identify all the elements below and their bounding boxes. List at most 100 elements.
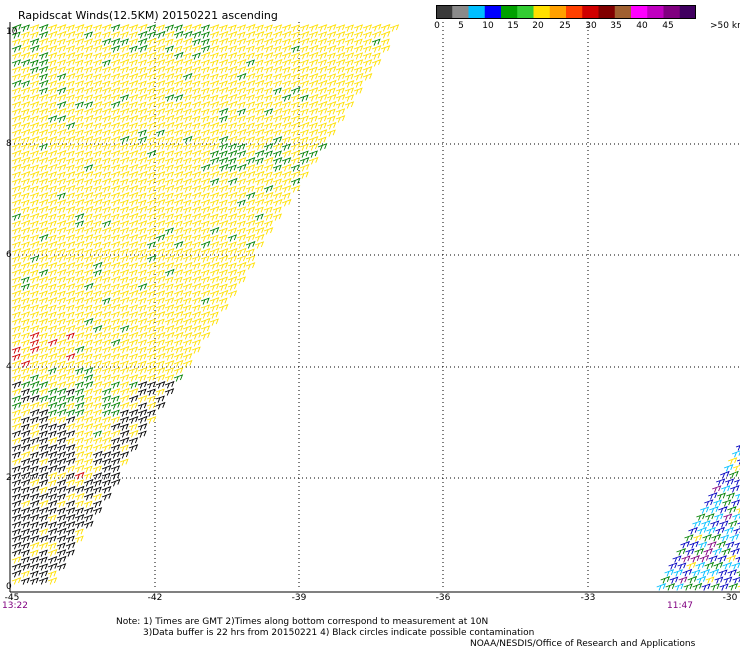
wind-barb	[47, 87, 58, 95]
wind-barb	[708, 555, 718, 563]
wind-barb	[128, 409, 139, 417]
wind-barb	[11, 66, 22, 74]
wind-barb	[56, 157, 67, 165]
wind-barb	[128, 241, 139, 249]
wind-barb	[191, 129, 201, 137]
wind-barb	[65, 472, 75, 480]
wind-barb	[182, 108, 193, 116]
wind-barb	[74, 143, 85, 151]
wind-barb	[74, 220, 85, 228]
wind-barb	[695, 561, 706, 570]
wind-barb	[20, 549, 30, 557]
wind-barb	[690, 555, 700, 563]
wind-barb	[56, 290, 66, 298]
wind-barb	[272, 24, 283, 32]
wind-barb	[692, 582, 703, 591]
wind-barb	[209, 234, 219, 242]
wind-barb	[11, 268, 22, 277]
wind-barb	[29, 164, 40, 172]
wind-barb	[254, 31, 265, 39]
wind-barb	[56, 297, 67, 305]
wind-barb	[263, 136, 274, 144]
wind-barb	[20, 486, 30, 494]
wind-barb	[227, 59, 238, 67]
wind-barb	[137, 150, 147, 158]
wind-barb	[191, 275, 202, 284]
wind-barb	[353, 66, 363, 74]
wind-barb	[110, 58, 121, 67]
colorbar-swatch	[663, 5, 681, 19]
wind-barb	[65, 500, 76, 508]
wind-barb	[218, 255, 229, 263]
wind-barb	[29, 290, 39, 298]
wind-barb	[101, 248, 111, 256]
lat-tick-label: 0	[6, 582, 12, 592]
wind-barb	[173, 233, 184, 242]
wind-barb	[660, 576, 671, 584]
wind-barb	[209, 107, 220, 116]
wind-barb	[245, 115, 256, 123]
wind-barb	[137, 415, 148, 424]
wind-barb	[713, 561, 724, 570]
wind-barb	[668, 562, 678, 570]
wind-barb	[182, 24, 193, 32]
wind-barb	[173, 184, 184, 193]
wind-barb	[56, 465, 66, 473]
wind-barb	[236, 122, 247, 130]
wind-barb	[191, 317, 202, 326]
wind-barb	[65, 115, 76, 123]
wind-barb	[344, 31, 355, 39]
wind-barb	[218, 276, 229, 284]
wind-barb	[11, 479, 22, 487]
wind-barb	[155, 262, 166, 270]
wind-barb	[38, 388, 49, 396]
wind-barb	[83, 101, 94, 109]
wind-barb	[182, 269, 193, 277]
wind-barb	[254, 79, 265, 88]
wind-barb	[47, 178, 58, 186]
wind-barb	[191, 206, 202, 214]
wind-barb	[696, 513, 706, 521]
wind-barb	[56, 332, 67, 340]
wind-barb	[182, 283, 193, 291]
wind-barb	[29, 478, 40, 487]
wind-barb	[38, 129, 49, 137]
wind-barb	[209, 101, 220, 109]
wind-barb	[128, 185, 139, 193]
wind-barb	[191, 331, 202, 340]
wind-barb	[263, 31, 273, 39]
wind-barb	[254, 135, 265, 144]
wind-barb	[272, 30, 283, 39]
wind-barb	[164, 206, 174, 214]
wind-barb	[254, 87, 265, 95]
wind-barb	[11, 416, 22, 424]
wind-barb	[173, 276, 183, 284]
wind-barb	[56, 521, 67, 529]
wind-barb	[146, 178, 156, 186]
wind-barb	[20, 381, 31, 389]
wind-barb	[83, 59, 93, 67]
wind-barb	[335, 94, 346, 102]
wind-barb	[83, 66, 94, 74]
wind-barb	[92, 38, 102, 46]
wind-barb	[263, 37, 274, 46]
wind-barb	[236, 170, 247, 179]
wind-barb	[182, 247, 193, 256]
wind-barb	[164, 58, 175, 67]
wind-barb	[155, 395, 165, 403]
wind-barb	[155, 44, 166, 53]
wind-barb	[47, 206, 58, 214]
wind-barb	[11, 444, 22, 452]
wind-barb	[299, 171, 309, 179]
wind-barb	[137, 262, 148, 270]
wind-barb	[38, 44, 49, 53]
wind-barb	[11, 367, 22, 375]
wind-barb	[119, 94, 130, 102]
wind-barb	[326, 122, 337, 130]
wind-barb	[137, 360, 147, 368]
wind-barb	[74, 129, 84, 137]
wind-barb	[164, 30, 175, 39]
wind-barb	[20, 570, 30, 578]
wind-barb	[83, 269, 94, 277]
wind-barb	[281, 192, 291, 200]
